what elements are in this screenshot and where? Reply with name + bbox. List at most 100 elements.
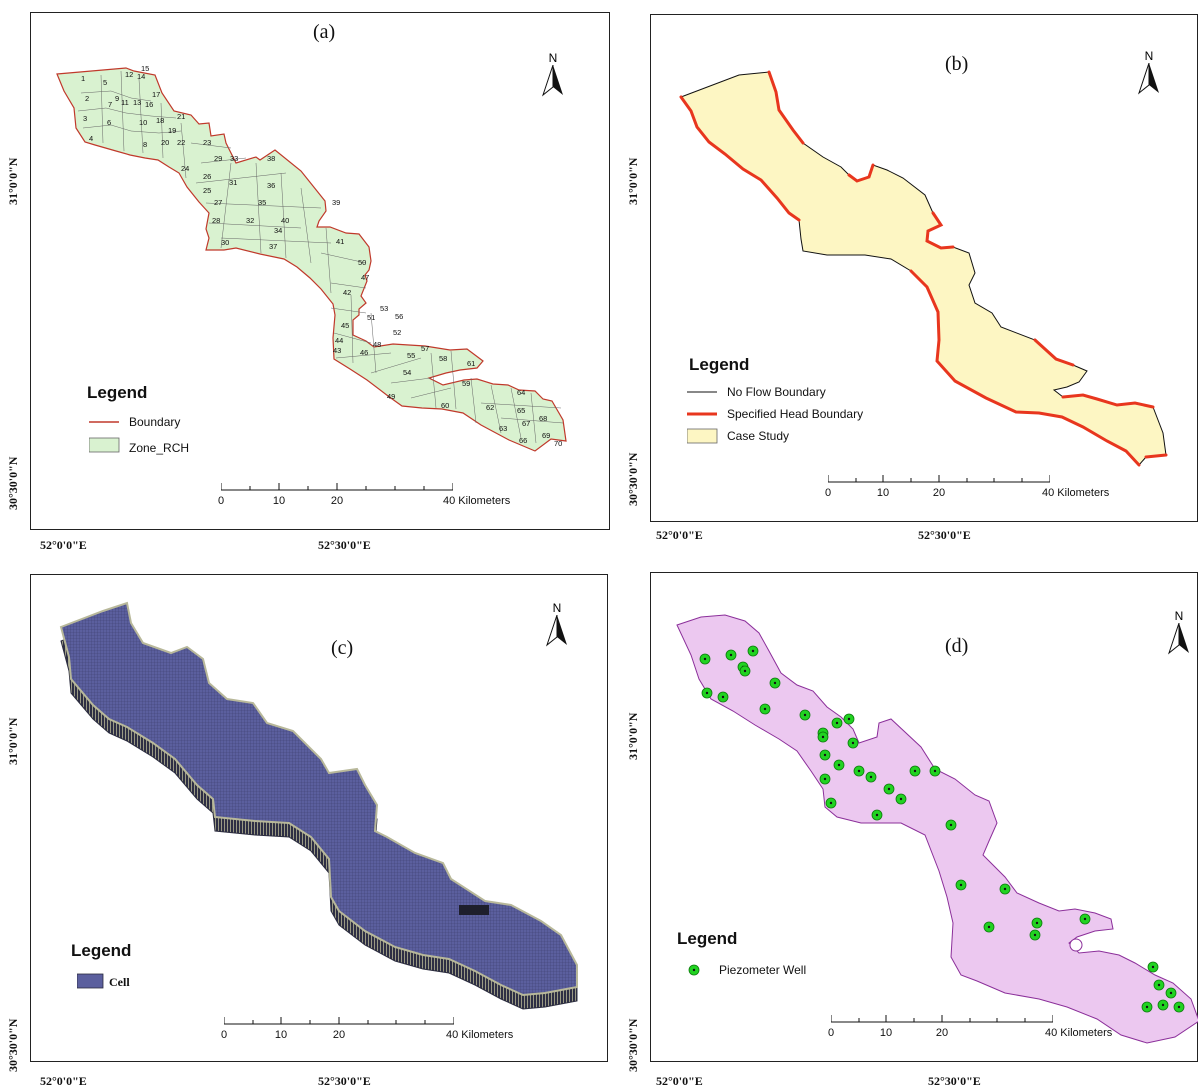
zone-number-label: 8 <box>143 140 147 149</box>
legend-item-piezometer-well: Piezometer Well <box>719 963 807 977</box>
scale-unit-label: 40 Kilometers <box>1042 487 1110 499</box>
scale-tick-label: 0 <box>220 1029 228 1041</box>
zone-number-label: 6 <box>107 118 111 127</box>
scale-tick-label: 0 <box>824 487 832 499</box>
north-label: N <box>1144 49 1154 63</box>
zone-number-label: 23 <box>203 138 211 147</box>
lat-label: 31°0'0"N <box>626 712 640 760</box>
lat-label: 31°0'0"N <box>626 157 640 205</box>
piezometer-well-marker <box>833 759 845 771</box>
scale-bar: 0 10 20 40 Kilometers <box>218 483 510 513</box>
zone-number-label: 53 <box>380 304 388 313</box>
zone-number-label: 66 <box>519 436 527 445</box>
piezometer-well-marker <box>853 765 865 777</box>
piezometer-well-marker <box>1029 929 1041 941</box>
north-arrow-icon: N <box>1137 49 1161 95</box>
zone-number-label: 54 <box>403 368 411 377</box>
north-arrow-icon: N <box>541 51 565 97</box>
piezometer-well-marker <box>983 921 995 933</box>
legend-title: Legend <box>87 383 148 402</box>
legend-item-case-study: Case Study <box>727 429 790 443</box>
panel-label: (d) <box>945 635 969 657</box>
zone-number-label: 20 <box>161 138 169 147</box>
north-arrow-icon: N <box>545 601 569 647</box>
piezometer-well-marker <box>1147 961 1159 973</box>
lat-label: 31°0'0"N <box>6 157 20 205</box>
lon-label: 52°0'0"E <box>40 538 87 552</box>
scale-bar: 0 10 20 40 Kilometers <box>220 1017 513 1047</box>
lon-label: 52°0'0"E <box>656 1074 703 1088</box>
zone-number-label: 30 <box>221 238 229 247</box>
legend-well-icon <box>688 964 700 976</box>
zone-number-label: 26 <box>203 172 211 181</box>
zone-number-label: 65 <box>517 406 525 415</box>
zone-number-label: 11 <box>121 98 129 107</box>
piezometer-well-marker <box>759 703 771 715</box>
scale-unit-label: 40 Kilometers <box>446 1029 514 1041</box>
scale-tick-label: 20 <box>332 1029 346 1041</box>
scale-tick-label: 20 <box>935 1027 949 1039</box>
scale-bar: 0 10 20 40 Kilometers <box>824 475 1109 505</box>
scale-unit-label: 40 Kilometers <box>443 495 511 507</box>
legend-title: Legend <box>677 929 738 948</box>
lon-label: 52°30'0"E <box>318 538 371 552</box>
panel-label: (c) <box>331 637 354 659</box>
zone-number-label: 19 <box>168 126 176 135</box>
zone-number-label: 32 <box>246 216 254 225</box>
zone-number-label: 21 <box>177 112 185 121</box>
piezometer-well-marker <box>747 645 759 657</box>
lon-label: 52°0'0"E <box>656 528 703 542</box>
legend-item-cell: Cell <box>109 975 130 989</box>
zone-number-label: 49 <box>387 392 395 401</box>
piezometer-well-marker <box>871 809 883 821</box>
zone-number-label: 47 <box>361 273 369 282</box>
zone-number-label: 43 <box>333 346 341 355</box>
zone-number-label: 41 <box>336 237 344 246</box>
piezometer-well-marker <box>725 649 737 661</box>
map-b <box>679 70 1168 467</box>
zone-number-label: 17 <box>152 90 160 99</box>
piezometer-well-marker <box>817 731 829 743</box>
piezometer-well-marker <box>909 765 921 777</box>
zone-number-label: 35 <box>258 198 266 207</box>
lat-label: 30°30'0"N <box>626 1018 640 1072</box>
zone-number-label: 56 <box>395 312 403 321</box>
scale-tick-label: 10 <box>274 1029 288 1041</box>
north-label: N <box>552 601 562 615</box>
zone-number-label: 48 <box>373 340 381 349</box>
zone-number-label: 62 <box>486 403 494 412</box>
zone-number-label: 13 <box>133 98 141 107</box>
scale-bar: 0 10 20 40 Kilometers <box>828 1015 1112 1045</box>
scale-tick-label: 10 <box>876 487 890 499</box>
legend-item-boundary: Boundary <box>129 415 181 429</box>
map-d <box>676 614 1198 1044</box>
zone-number-label: 4 <box>89 134 93 143</box>
zone-number-label: 22 <box>177 138 185 147</box>
piezometer-well-marker <box>929 765 941 777</box>
legend-item-specified-head: Specified Head Boundary <box>727 407 864 421</box>
piezometer-well-marker <box>843 713 855 725</box>
zone-number-label: 9 <box>115 94 119 103</box>
zone-number-label: 42 <box>343 288 351 297</box>
zone-number-label: 63 <box>499 424 507 433</box>
piezometer-well-marker <box>739 665 751 677</box>
zone-number-label: 40 <box>281 216 289 225</box>
lat-label: 30°30'0"N <box>6 456 20 510</box>
zone-number-label: 18 <box>156 116 164 125</box>
zone-number-label: 33 <box>230 154 238 163</box>
zone-number-label: 68 <box>539 414 547 423</box>
zone-number-label: 1 <box>81 74 85 83</box>
zone-number-label: 61 <box>467 359 475 368</box>
zone-number-label: 52 <box>393 328 401 337</box>
lon-label: 52°30'0"E <box>318 1074 371 1088</box>
piezometer-well-marker <box>865 771 877 783</box>
piezometer-well-marker <box>895 793 907 805</box>
zone-number-label: 29 <box>214 154 222 163</box>
piezometer-well-marker <box>1165 987 1177 999</box>
piezometer-well-marker <box>1141 1001 1153 1013</box>
zone-number-label: 16 <box>145 100 153 109</box>
zone-number-label: 70 <box>554 439 562 448</box>
piezometer-well-marker <box>1031 917 1043 929</box>
lon-label: 52°30'0"E <box>918 528 971 542</box>
scale-tick-label: 20 <box>330 495 344 507</box>
